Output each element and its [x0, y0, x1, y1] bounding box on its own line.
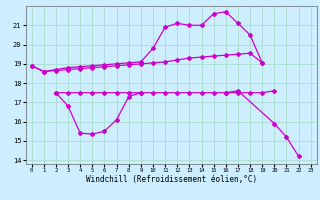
X-axis label: Windchill (Refroidissement éolien,°C): Windchill (Refroidissement éolien,°C) — [86, 175, 257, 184]
